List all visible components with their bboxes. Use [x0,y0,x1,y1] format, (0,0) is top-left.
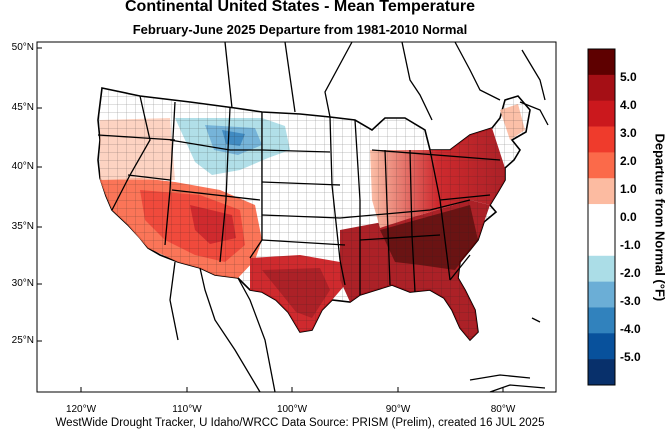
lat-label: 25°N [11,335,34,346]
border-lines [169,41,549,393]
lat-label: 35°N [11,221,34,232]
colorbar-swatch [588,359,615,386]
colorbar-swatch [588,307,615,334]
lon-label: 110°W [172,404,202,415]
colorbar-swatch [588,178,615,205]
colorbar-title: Departure from Normal (°F) [652,133,668,302]
axis-ticks [37,47,504,392]
lat-label: 45°N [11,102,34,113]
lon-label: 100°W [276,404,308,415]
lon-label: 80°W [490,404,516,415]
colorbar-swatch [588,333,615,360]
colorbar-swatch [588,281,615,308]
colorbar-label: -4.0 [620,322,641,336]
colorbar-swatch [588,74,615,101]
state-boundaries [97,95,501,295]
colorbar-label: 3.0 [620,126,637,140]
colorbar-swatch [588,100,615,127]
colorbar-swatch [588,204,615,231]
colorbar-label: 1.0 [620,182,637,196]
colorbar [587,48,616,386]
colorbar-swatch [588,255,615,282]
map-title: Continental United States - Mean Tempera… [125,0,475,15]
footer-credit: WestWide Drought Tracker, U Idaho/WRCC D… [55,417,545,429]
lon-label: 120°W [65,404,97,415]
lat-label: 50°N [11,42,34,53]
colorbar-label: 2.0 [620,154,637,168]
colorbar-label: -2.0 [620,266,641,280]
colorbar-border [587,48,616,386]
lat-label: 40°N [11,161,34,172]
colorbar-label: 4.0 [620,98,637,112]
colorbar-swatch [588,126,615,153]
colorbar-label: -5.0 [620,350,641,364]
colorbar-label: 0.0 [620,210,637,224]
lat-label: 30°N [11,278,34,289]
colorbar-label: -1.0 [620,238,641,252]
map-subtitle: February-June 2025 Departure from 1981-2… [132,22,468,37]
lon-label: 90°W [385,404,411,415]
colorbar-swatch [588,49,615,76]
colorbar-swatch [588,152,615,179]
colorbar-swatch [588,229,615,257]
colorbar-label: 5.0 [620,70,637,84]
colorbar-label: -3.0 [620,294,641,308]
